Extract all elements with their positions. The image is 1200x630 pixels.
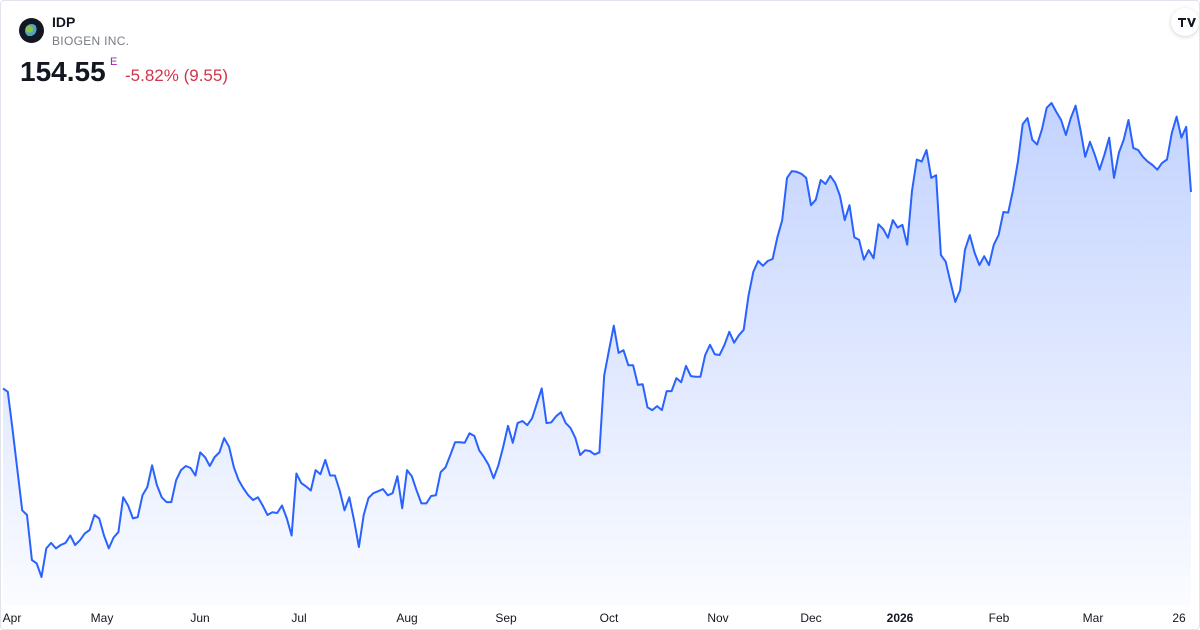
badge: E <box>110 56 118 68</box>
x-axis-label: May <box>91 611 114 625</box>
x-axis-label: Dec <box>800 611 821 625</box>
x-axis-label: Mar <box>1083 611 1104 625</box>
x-axis-label: Jul <box>291 611 306 625</box>
change: -5.82% (9.55) <box>125 66 228 85</box>
x-axis-label: Aug <box>396 611 417 625</box>
tradingview-logo[interactable] <box>1171 8 1199 36</box>
symbol[interactable]: IDP <box>52 14 76 30</box>
logo-icon <box>1178 18 1196 27</box>
x-axis-label: 2026 <box>887 611 914 625</box>
x-axis-label: Apr <box>3 611 22 625</box>
company-name: BIOGEN INC. <box>52 34 130 48</box>
x-axis-label: Sep <box>495 611 517 625</box>
company-logo <box>19 18 44 43</box>
x-axis-label: Jun <box>190 611 209 625</box>
x-axis-label: Oct <box>600 611 619 625</box>
price: 154.55 <box>20 56 106 87</box>
area-fill <box>3 103 1191 605</box>
x-axis-label: Nov <box>707 611 728 625</box>
x-axis-label: 26 <box>1172 611 1186 625</box>
x-axis-label: Feb <box>989 611 1010 625</box>
price-line <box>2 102 1192 578</box>
